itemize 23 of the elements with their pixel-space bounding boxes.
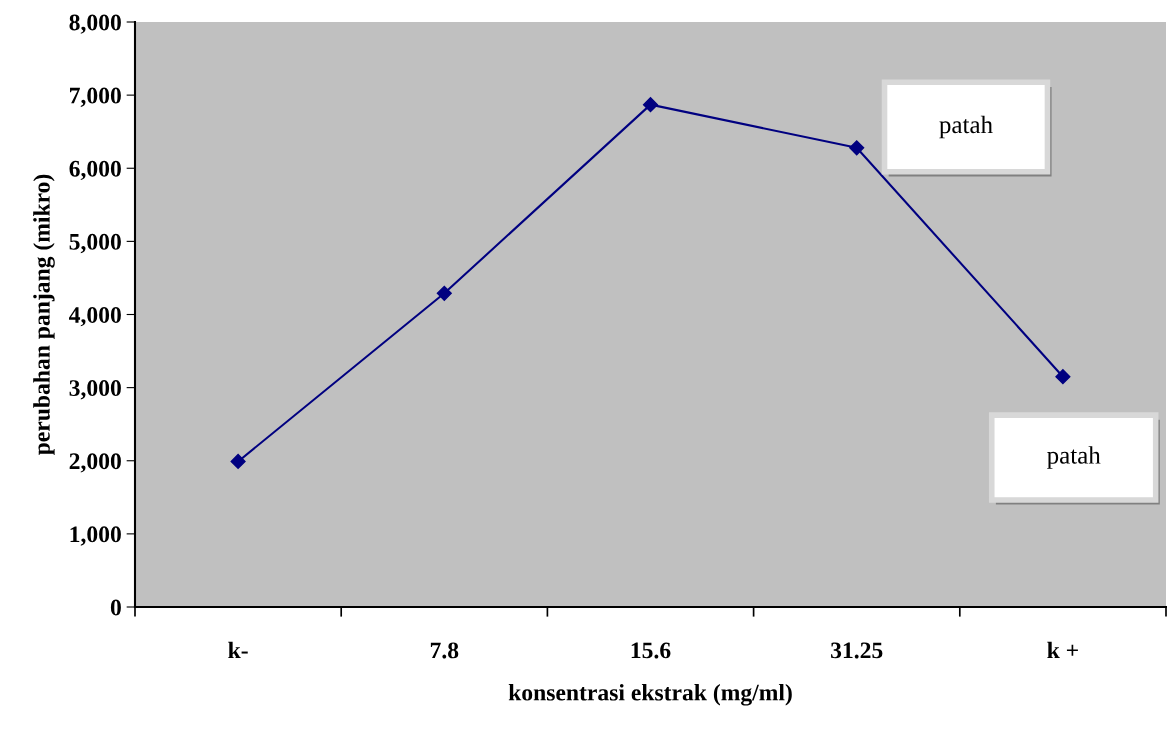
x-tick-label: 31.25 <box>831 642 883 659</box>
y-tick-label: 5,000 <box>69 233 121 254</box>
x-tick-label: k- <box>228 641 248 659</box>
x-tick-label: k + <box>1047 641 1078 659</box>
y-axis-title: perubahan panjang (mikro) <box>33 174 55 456</box>
annotation: patah <box>1047 446 1101 469</box>
y-tick-label: 6,000 <box>69 160 121 181</box>
point <box>1055 369 1071 385</box>
y-tick-label: 2,000 <box>69 453 121 473</box>
x-tick-label: 15.6 <box>631 642 671 659</box>
point <box>642 97 659 113</box>
point <box>849 140 865 156</box>
y-tick-label: 4,000 <box>69 306 121 327</box>
point <box>230 453 246 470</box>
y-tick-label: 8,000 <box>69 14 121 34</box>
y-tick-label: 0 <box>110 599 121 616</box>
y-tick-label: 3,000 <box>69 380 121 400</box>
x-tick-label: 7.8 <box>430 642 459 659</box>
x-axis-title: konsentrasi ekstrak (mg/ml) <box>508 683 792 706</box>
y-tick-label: 7,000 <box>70 87 121 107</box>
annotation: patah <box>939 115 993 139</box>
point <box>436 285 452 301</box>
y-tick-label: 1,000 <box>70 526 121 546</box>
